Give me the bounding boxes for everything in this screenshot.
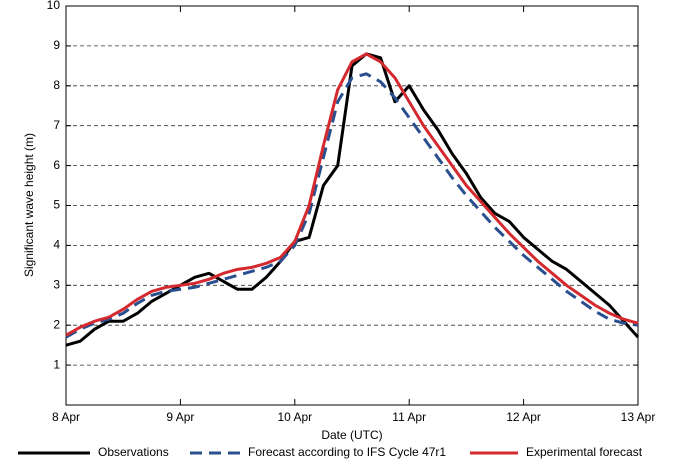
legend-label: Forecast according to IFS Cycle 47r1 [248, 445, 446, 459]
y-tick-label: 1 [53, 357, 60, 371]
x-tick-label: 9 Apr [166, 410, 194, 424]
y-tick-label: 4 [53, 238, 60, 252]
y-tick-label: 9 [53, 38, 60, 52]
series-line [65, 52, 639, 337]
y-axis-label: Significant wave height (m) [22, 133, 36, 277]
y-tick-label: 10 [47, 0, 61, 12]
x-tick-label: 8 Apr [52, 410, 80, 424]
legend-label: Experimental forecast [526, 445, 643, 459]
y-tick-label: 7 [53, 118, 60, 132]
series-line [65, 52, 640, 347]
x-axis-label: Date (UTC) [321, 428, 382, 442]
x-tick-label: 10 Apr [277, 410, 312, 424]
x-tick-label: 12 Apr [506, 410, 541, 424]
x-tick-label: 13 Apr [621, 410, 656, 424]
x-tick-label: 11 Apr [392, 410, 426, 424]
y-tick-label: 6 [53, 158, 60, 172]
plot-frame [65, 5, 639, 406]
y-tick-label: 2 [53, 317, 60, 331]
series-line [65, 72, 639, 339]
legend-label: Observations [98, 445, 169, 459]
y-tick-label: 8 [53, 78, 60, 92]
y-tick-label: 5 [53, 198, 60, 212]
y-tick-label: 3 [53, 277, 60, 291]
